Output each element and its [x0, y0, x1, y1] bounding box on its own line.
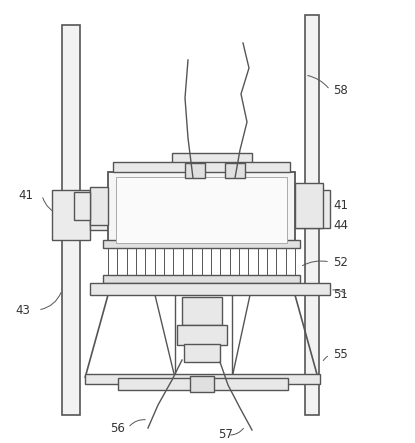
Bar — [52, 190, 90, 240]
Text: 41: 41 — [18, 189, 33, 202]
Bar — [177, 325, 227, 345]
Bar — [74, 192, 90, 220]
Text: 56: 56 — [110, 421, 125, 435]
Bar — [103, 275, 300, 283]
Bar — [185, 163, 205, 178]
Bar — [108, 172, 295, 248]
Bar — [295, 183, 323, 228]
Text: 51: 51 — [333, 288, 348, 302]
Bar — [85, 374, 320, 384]
Text: 58: 58 — [333, 83, 348, 97]
Text: 52: 52 — [333, 256, 348, 268]
Bar — [116, 177, 287, 243]
Text: 43: 43 — [15, 303, 30, 316]
Bar — [296, 190, 330, 228]
Bar — [190, 376, 214, 392]
Bar — [90, 187, 108, 225]
Text: 57: 57 — [218, 428, 233, 442]
Bar — [305, 15, 319, 415]
Bar — [90, 283, 330, 295]
Bar — [172, 153, 252, 165]
Bar — [184, 344, 220, 362]
Bar — [225, 163, 245, 178]
Text: 41: 41 — [333, 198, 348, 211]
Bar — [113, 162, 290, 172]
Bar — [62, 25, 80, 415]
Bar — [90, 198, 108, 230]
Bar — [118, 378, 288, 390]
Text: 44: 44 — [333, 218, 348, 232]
Bar — [182, 297, 222, 325]
Text: 55: 55 — [333, 349, 348, 361]
Bar — [103, 240, 300, 248]
